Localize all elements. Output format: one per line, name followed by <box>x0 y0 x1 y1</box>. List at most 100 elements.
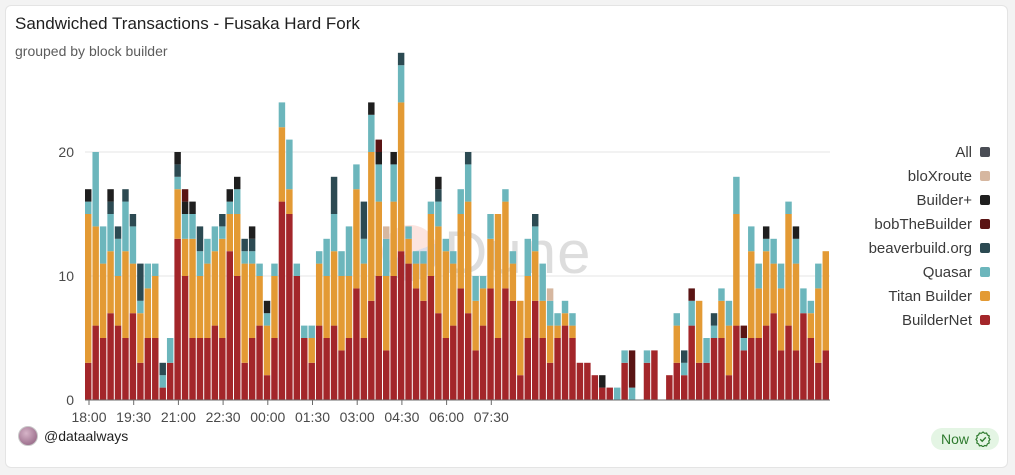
bar-segment[interactable] <box>181 214 189 239</box>
bar-segment[interactable] <box>539 338 546 400</box>
bar-segment[interactable] <box>777 263 785 289</box>
bar-segment[interactable] <box>85 214 92 363</box>
bar-segment[interactable] <box>777 288 785 351</box>
bar-segment[interactable] <box>174 189 181 239</box>
bar-segment[interactable] <box>420 263 427 301</box>
bar-segment[interactable] <box>189 214 196 239</box>
bar-segment[interactable] <box>345 338 353 400</box>
bar-segment[interactable] <box>397 52 405 66</box>
bar-segment[interactable] <box>457 214 464 289</box>
bar-segment[interactable] <box>688 288 695 301</box>
bar-segment[interactable] <box>740 325 748 338</box>
bar-segment[interactable] <box>762 238 770 252</box>
bar-segment[interactable] <box>464 164 472 202</box>
bar-segment[interactable] <box>383 226 390 239</box>
bar-segment[interactable] <box>777 350 785 400</box>
bar-segment[interactable] <box>427 276 435 400</box>
bar-segment[interactable] <box>248 338 256 400</box>
bar-segment[interactable] <box>129 226 137 264</box>
bar-segment[interactable] <box>651 350 658 400</box>
bar-segment[interactable] <box>539 263 546 301</box>
bar-segment[interactable] <box>755 288 762 338</box>
bar-segment[interactable] <box>196 338 204 400</box>
bar-segment[interactable] <box>472 350 479 400</box>
bar-segment[interactable] <box>99 338 107 400</box>
bar-segment[interactable] <box>502 288 509 400</box>
bar-segment[interactable] <box>137 263 144 301</box>
bar-segment[interactable] <box>219 238 226 338</box>
bar-segment[interactable] <box>807 313 815 338</box>
bar-segment[interactable] <box>330 214 338 252</box>
bar-segment[interactable] <box>599 375 606 388</box>
legend-item[interactable]: All <box>869 140 990 164</box>
bar-segment[interactable] <box>189 201 196 214</box>
bar-segment[interactable] <box>308 325 315 338</box>
bar-segment[interactable] <box>733 214 740 326</box>
bar-segment[interactable] <box>681 375 688 400</box>
bar-segment[interactable] <box>494 214 502 338</box>
bar-segment[interactable] <box>144 263 152 289</box>
bar-segment[interactable] <box>815 362 822 400</box>
bar-segment[interactable] <box>107 189 114 202</box>
bar-segment[interactable] <box>710 338 718 400</box>
bar-segment[interactable] <box>561 300 569 314</box>
bar-segment[interactable] <box>807 300 815 314</box>
bar-segment[interactable] <box>472 300 479 351</box>
bar-segment[interactable] <box>524 238 531 276</box>
bar-segment[interactable] <box>241 263 248 363</box>
bar-segment[interactable] <box>248 251 256 264</box>
bar-segment[interactable] <box>107 201 114 214</box>
bar-segment[interactable] <box>92 226 99 326</box>
bar-segment[interactable] <box>219 226 226 239</box>
bar-segment[interactable] <box>338 276 345 351</box>
bar-segment[interactable] <box>330 325 338 400</box>
bar-segment[interactable] <box>174 238 181 400</box>
bar-segment[interactable] <box>412 251 420 264</box>
bar-segment[interactable] <box>494 338 502 400</box>
bar-segment[interactable] <box>152 276 159 338</box>
bar-segment[interactable] <box>442 338 450 400</box>
bar-segment[interactable] <box>234 176 241 190</box>
bar-segment[interactable] <box>219 214 226 227</box>
bar-segment[interactable] <box>673 313 680 326</box>
bar-segment[interactable] <box>189 338 196 400</box>
bar-segment[interactable] <box>122 251 129 338</box>
bar-segment[interactable] <box>107 214 114 252</box>
bar-segment[interactable] <box>375 276 382 400</box>
bar-segment[interactable] <box>137 362 144 400</box>
bar-segment[interactable] <box>599 387 606 400</box>
bar-segment[interactable] <box>472 276 479 301</box>
bar-segment[interactable] <box>278 102 286 128</box>
bar-segment[interactable] <box>755 263 762 289</box>
bar-segment[interactable] <box>546 300 554 326</box>
bar-segment[interactable] <box>435 176 442 190</box>
legend-item[interactable]: Builder+ <box>869 188 990 212</box>
bar-segment[interactable] <box>323 338 330 400</box>
bar-segment[interactable] <box>502 189 509 202</box>
bar-segment[interactable] <box>435 226 442 314</box>
bar-segment[interactable] <box>99 263 107 338</box>
bar-segment[interactable] <box>450 251 457 264</box>
bar-segment[interactable] <box>770 313 777 400</box>
bar-segment[interactable] <box>345 276 353 338</box>
bar-segment[interactable] <box>92 325 99 400</box>
bar-segment[interactable] <box>725 375 733 400</box>
bar-segment[interactable] <box>546 325 554 363</box>
bar-segment[interactable] <box>174 176 181 190</box>
bar-segment[interactable] <box>114 226 122 239</box>
bar-segment[interactable] <box>293 276 301 400</box>
bar-segment[interactable] <box>770 263 777 314</box>
legend-item[interactable]: bobTheBuilder <box>869 212 990 236</box>
bar-segment[interactable] <box>517 300 524 376</box>
bar-segment[interactable] <box>509 300 517 400</box>
bar-segment[interactable] <box>524 338 531 400</box>
bar-segment[interactable] <box>390 164 397 202</box>
bar-segment[interactable] <box>748 338 755 400</box>
bar-segment[interactable] <box>85 201 92 214</box>
bar-segment[interactable] <box>628 350 636 388</box>
bar-segment[interactable] <box>278 127 286 202</box>
bar-segment[interactable] <box>725 325 733 376</box>
bar-segment[interactable] <box>524 276 531 338</box>
bar-segment[interactable] <box>554 325 561 338</box>
bar-segment[interactable] <box>226 214 233 252</box>
